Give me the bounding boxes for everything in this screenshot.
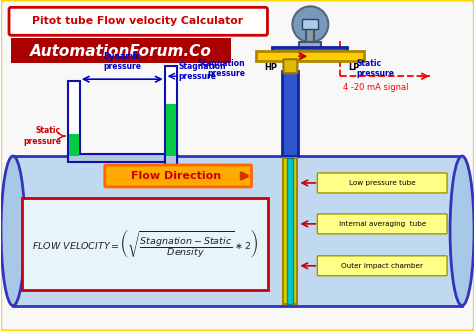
Bar	[13, 156, 462, 306]
Text: Stagnation
pressure: Stagnation pressure	[179, 62, 226, 81]
Text: Pitot tube Flow velocity Calculator: Pitot tube Flow velocity Calculator	[32, 16, 243, 26]
Bar	[68, 81, 80, 156]
Text: Flow Direction: Flow Direction	[131, 171, 221, 181]
Text: Static
pressure: Static pressure	[23, 126, 61, 146]
Bar	[273, 47, 347, 55]
Text: Dynamic
pressure: Dynamic pressure	[103, 52, 141, 71]
FancyBboxPatch shape	[22, 198, 268, 290]
FancyBboxPatch shape	[318, 173, 447, 193]
Ellipse shape	[450, 156, 474, 306]
Ellipse shape	[1, 156, 25, 306]
Bar	[11, 38, 230, 63]
Bar	[164, 66, 177, 156]
Text: LP: LP	[348, 63, 360, 72]
Text: Internal averaging  tube: Internal averaging tube	[338, 221, 426, 227]
Text: AutomationForum.Co: AutomationForum.Co	[30, 44, 212, 59]
Bar	[68, 154, 177, 162]
Bar	[256, 51, 364, 61]
Text: Outer impact chamber: Outer impact chamber	[341, 263, 423, 269]
Bar	[164, 154, 177, 176]
Text: Low pressure tube: Low pressure tube	[349, 180, 416, 186]
Bar	[287, 158, 293, 304]
FancyBboxPatch shape	[9, 7, 267, 35]
Text: $FLOW\ VELOCITY = \left(\sqrt{\dfrac{Stagnation - Static}{Density}} \ast 2\right: $FLOW\ VELOCITY = \left(\sqrt{\dfrac{Sta…	[32, 227, 258, 260]
Bar	[164, 154, 177, 162]
FancyBboxPatch shape	[318, 214, 447, 234]
FancyBboxPatch shape	[283, 59, 297, 73]
Circle shape	[292, 6, 328, 42]
Bar	[300, 42, 321, 48]
Bar	[166, 104, 176, 156]
Text: HP: HP	[264, 63, 277, 72]
Text: 4 -20 mA signal: 4 -20 mA signal	[343, 83, 409, 92]
FancyBboxPatch shape	[318, 256, 447, 276]
Bar	[176, 168, 216, 176]
Bar	[283, 158, 297, 304]
Bar	[306, 26, 314, 44]
FancyBboxPatch shape	[105, 165, 252, 187]
Text: Static
pressure: Static pressure	[356, 59, 394, 78]
Bar	[283, 71, 299, 156]
Text: Stagnation
pressure: Stagnation pressure	[198, 59, 246, 78]
Bar	[302, 19, 319, 29]
Bar	[69, 134, 79, 156]
